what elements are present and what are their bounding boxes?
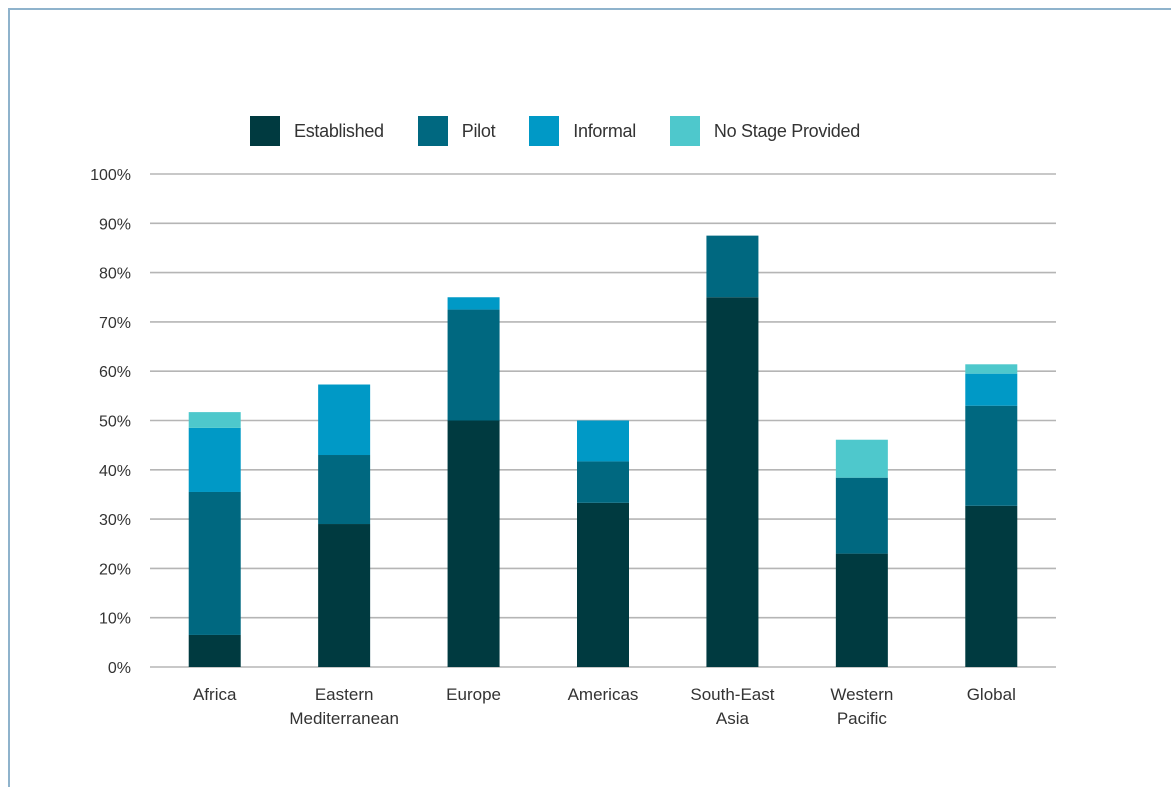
bar-segment-established — [447, 420, 500, 667]
x-tick-label: Eastern Mediterranean — [289, 685, 399, 728]
x-tick-label: South-East Asia — [690, 685, 774, 728]
bar-segment-established — [318, 524, 371, 667]
legend-swatch-informal — [529, 116, 560, 146]
x-tick-label: Global — [967, 685, 1016, 704]
legend-swatch-no-stage — [669, 116, 700, 146]
bar-segment-established — [706, 297, 759, 667]
bar-segment-informal — [447, 297, 500, 310]
bar-segment-informal — [965, 373, 1018, 406]
bar-segment-pilot — [577, 461, 629, 503]
x-axis: Africa Eastern Mediterranean Europe Americas… — [193, 685, 1016, 728]
chart-frame — [8, 8, 1171, 787]
chart-legend: Established Pilot Informal No Stage Prov… — [250, 116, 894, 146]
bar-segment-pilot — [706, 235, 759, 298]
bars — [188, 235, 1018, 667]
y-tick-label: 60% — [99, 364, 131, 381]
bar-segment-pilot — [318, 455, 371, 525]
legend-label-no-stage: No Stage Provided — [713, 120, 860, 141]
legend-label-informal: Informal — [573, 120, 636, 141]
y-tick-label: 0% — [108, 660, 131, 677]
legend-swatch-established — [250, 116, 280, 146]
bar-segment-informal — [577, 420, 629, 462]
bar-segment-established — [577, 502, 629, 667]
bar-segment-no-stage-provided — [835, 439, 888, 478]
y-tick-label: 70% — [99, 315, 131, 332]
legend-item-pilot: Pilot — [417, 116, 496, 146]
y-tick-label: 10% — [99, 611, 131, 628]
bar-segment-informal — [188, 427, 241, 492]
bar-segment-pilot — [188, 491, 241, 635]
bar-segment-no-stage-provided — [188, 412, 241, 428]
y-tick-label: 90% — [99, 216, 131, 233]
legend-item-no-stage: No Stage Provided — [669, 116, 860, 146]
bar-segment-established — [835, 553, 888, 667]
y-tick-label: 80% — [99, 266, 131, 283]
x-tick-label: Western Pacific — [830, 685, 893, 728]
bar-segment-established — [965, 505, 1018, 667]
y-tick-label: 20% — [99, 561, 131, 578]
y-tick-label: 40% — [99, 463, 131, 480]
y-tick-label: 100% — [90, 167, 131, 184]
bar-segment-pilot — [965, 405, 1018, 506]
bar-segment-established — [188, 634, 241, 667]
x-tick-label: Americas — [568, 685, 639, 704]
legend-label-established: Established — [294, 120, 384, 141]
y-tick-label: 50% — [99, 414, 131, 431]
bar-segment-pilot — [835, 477, 888, 554]
bar-segment-no-stage-provided — [965, 364, 1018, 374]
bar-segment-informal — [318, 384, 371, 456]
legend-swatch-pilot — [417, 116, 448, 146]
legend-item-informal: Informal — [529, 116, 636, 146]
x-tick-label: Africa — [193, 685, 237, 704]
y-tick-label: 30% — [99, 512, 131, 529]
x-tick-label: Europe — [446, 685, 501, 704]
bar-segment-pilot — [447, 309, 500, 421]
legend-item-established: Established — [250, 116, 384, 146]
legend-label-pilot: Pilot — [461, 120, 496, 141]
y-axis: 0% 10% 20% 30% 40% 50% 60% 70% 80% 90% 100% — [90, 167, 131, 677]
